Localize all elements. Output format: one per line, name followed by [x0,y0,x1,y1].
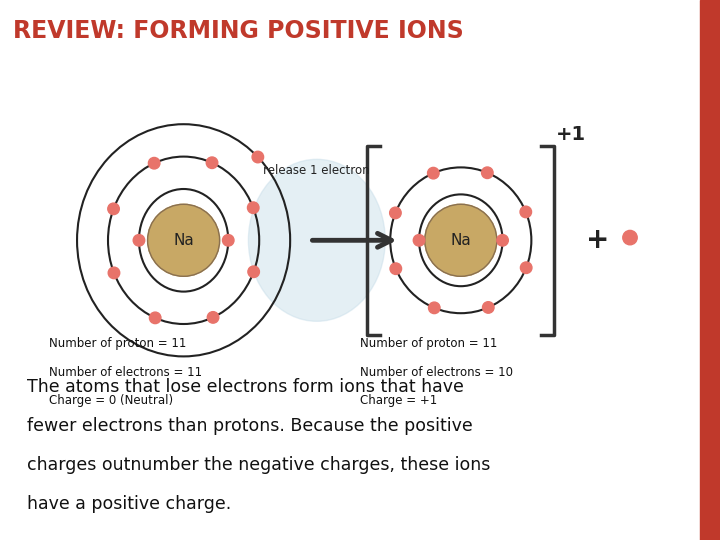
Ellipse shape [482,302,494,313]
Ellipse shape [521,262,532,273]
Ellipse shape [425,204,497,276]
Text: +: + [586,226,609,254]
Text: Na: Na [451,233,471,248]
Ellipse shape [390,263,402,274]
Ellipse shape [482,167,493,179]
Text: Number of proton = 11: Number of proton = 11 [49,338,186,350]
Text: +1: +1 [556,125,586,145]
Ellipse shape [108,267,120,279]
Ellipse shape [148,158,160,169]
Ellipse shape [623,231,637,245]
Text: The atoms that lose electrons form ions that have: The atoms that lose electrons form ions … [27,378,464,396]
Ellipse shape [248,202,259,213]
Text: release 1 electron: release 1 electron [264,164,370,177]
Ellipse shape [390,207,401,219]
Ellipse shape [520,206,531,218]
Ellipse shape [150,312,161,323]
Ellipse shape [252,151,264,163]
Text: fewer electrons than protons. Because the positive: fewer electrons than protons. Because th… [27,417,473,435]
Ellipse shape [148,204,220,276]
Ellipse shape [206,157,217,168]
Ellipse shape [428,167,439,179]
Ellipse shape [133,234,145,246]
Ellipse shape [428,302,440,314]
Bar [700,0,720,540]
Ellipse shape [248,266,259,278]
Text: charges outnumber the negative charges, these ions: charges outnumber the negative charges, … [27,456,491,474]
Text: Charge = 0 (Neutral): Charge = 0 (Neutral) [49,394,173,407]
Ellipse shape [497,234,508,246]
Text: Na: Na [174,233,194,248]
Text: Charge = +1: Charge = +1 [360,394,437,407]
Ellipse shape [413,234,425,246]
Ellipse shape [248,159,385,321]
Ellipse shape [222,234,234,246]
Text: Number of electrons = 10: Number of electrons = 10 [360,366,513,379]
Text: REVIEW: FORMING POSITIVE IONS: REVIEW: FORMING POSITIVE IONS [13,19,464,43]
Ellipse shape [207,312,219,323]
Text: Number of proton = 11: Number of proton = 11 [360,338,498,350]
Text: have a positive charge.: have a positive charge. [27,495,232,512]
Text: Number of electrons = 11: Number of electrons = 11 [49,366,202,379]
Ellipse shape [108,203,120,214]
